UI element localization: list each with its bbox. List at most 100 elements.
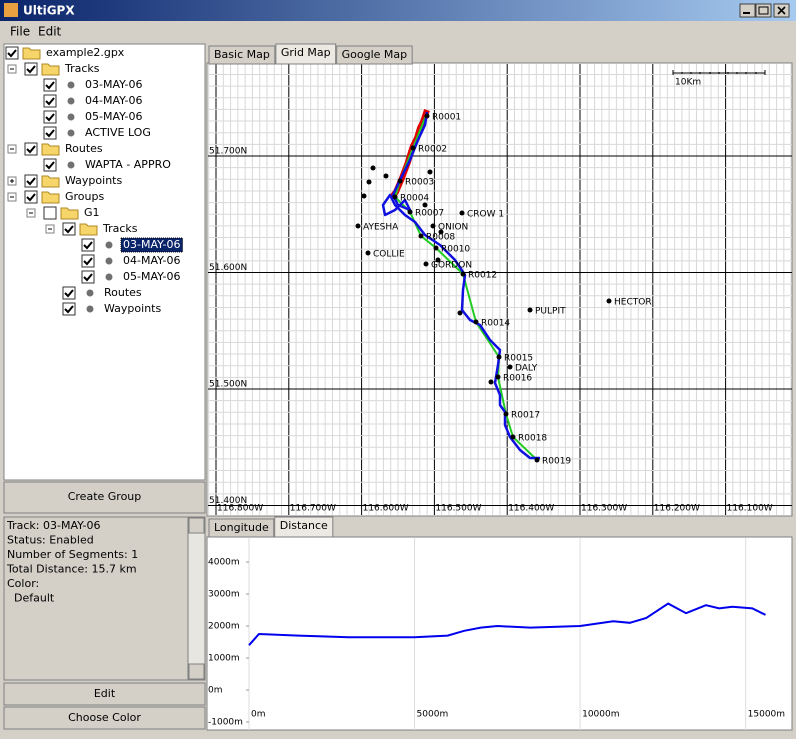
checkbox[interactable] xyxy=(62,222,76,236)
waypoint-dot[interactable] xyxy=(397,178,403,184)
checkmark[interactable] xyxy=(45,81,55,90)
chart-tab-label[interactable]: Longitude xyxy=(214,521,269,534)
tree-label[interactable]: Routes xyxy=(65,142,103,155)
chart-tab[interactable]: Distance xyxy=(274,516,334,538)
waypoint-label[interactable]: COLLIE xyxy=(373,250,405,260)
tree-label[interactable]: WAPTA - APPRO xyxy=(85,158,171,171)
waypoint-dot[interactable] xyxy=(507,364,513,370)
tree-label[interactable]: 04-MAY-06 xyxy=(85,94,143,107)
map-tab-label[interactable]: Google Map xyxy=(342,48,408,61)
tree-label[interactable]: 05-MAY-06 xyxy=(85,110,143,123)
tree-label[interactable]: Waypoints xyxy=(65,174,122,187)
waypoint-dot[interactable] xyxy=(496,354,502,360)
waypoint-label[interactable]: CROW 1 xyxy=(467,210,504,220)
tree-label[interactable]: Tracks xyxy=(64,62,100,75)
waypoint-dot[interactable] xyxy=(460,271,466,277)
maximize[interactable] xyxy=(755,3,772,18)
waypoint-label[interactable]: R0012 xyxy=(468,271,497,281)
checkmark[interactable] xyxy=(45,129,55,138)
waypoint-label[interactable]: ONION xyxy=(438,223,468,233)
waypoint-label[interactable]: R0008 xyxy=(426,233,455,243)
create-group-button[interactable] xyxy=(3,481,206,514)
checkmark[interactable] xyxy=(83,241,93,250)
waypoint-dot[interactable] xyxy=(433,245,439,251)
waypoint-label[interactable]: HECTOR xyxy=(614,298,652,308)
button-label[interactable]: Edit xyxy=(94,687,116,700)
map-tab-box[interactable] xyxy=(208,45,276,65)
tree-label[interactable]: G1 xyxy=(84,206,100,219)
chart-tab-box[interactable] xyxy=(274,516,334,538)
checkbox[interactable] xyxy=(43,78,57,92)
checkmark[interactable] xyxy=(26,193,36,202)
checkbox[interactable] xyxy=(43,126,57,140)
chart-tab[interactable]: Longitude xyxy=(208,518,275,538)
checkmark[interactable] xyxy=(26,65,36,74)
waypoint-label[interactable]: R0007 xyxy=(415,209,444,219)
menu-item[interactable]: Edit xyxy=(38,25,62,39)
tree-label[interactable]: Routes xyxy=(104,286,142,299)
checkbox[interactable] xyxy=(43,158,57,172)
waypoint-dot[interactable] xyxy=(459,210,465,216)
minimize[interactable] xyxy=(739,3,756,18)
waypoint-label[interactable]: R0018 xyxy=(518,434,547,444)
waypoint-dot[interactable] xyxy=(503,411,509,417)
waypoint-dot[interactable] xyxy=(527,307,533,313)
waypoint-label[interactable]: R0002 xyxy=(418,145,447,155)
checkmark[interactable] xyxy=(45,97,55,106)
waypoint-label[interactable]: R0004 xyxy=(400,194,429,204)
checkbox[interactable] xyxy=(62,286,76,300)
waypoint-dot[interactable] xyxy=(495,374,501,380)
waypoint-label[interactable]: AYESHA xyxy=(363,223,399,233)
waypoint-dot[interactable] xyxy=(606,298,612,304)
waypoint-dot[interactable] xyxy=(423,261,429,267)
waypoint-dot[interactable] xyxy=(392,194,398,200)
tree-label[interactable]: 04-MAY-06 xyxy=(123,254,181,267)
checkbox[interactable] xyxy=(81,254,95,268)
window-controls[interactable] xyxy=(739,3,790,18)
waypoint-label[interactable]: R0010 xyxy=(441,245,470,255)
checkmark[interactable] xyxy=(83,257,93,266)
button-label[interactable]: Create Group xyxy=(68,490,142,503)
scroll-down[interactable] xyxy=(188,663,205,680)
choose-color-button[interactable] xyxy=(3,706,206,730)
checkbox[interactable] xyxy=(62,302,76,316)
waypoint-dot[interactable] xyxy=(424,113,430,119)
waypoint-label[interactable]: R0015 xyxy=(504,354,533,364)
waypoint-dot[interactable] xyxy=(418,233,424,239)
checkbox[interactable] xyxy=(24,62,38,76)
selection[interactable] xyxy=(120,237,184,253)
waypoint-dot[interactable] xyxy=(410,145,416,151)
checkbox[interactable] xyxy=(43,94,57,108)
chart-tab-box[interactable] xyxy=(208,518,275,538)
tree-label[interactable]: 03-MAY-06 xyxy=(85,78,143,91)
tree-label[interactable]: 03-MAY-06 xyxy=(123,238,181,251)
waypoint-label[interactable]: R0003 xyxy=(405,178,434,188)
checkmark[interactable] xyxy=(64,225,74,234)
waypoint-dot[interactable] xyxy=(407,209,413,215)
chart-tab-label[interactable]: Distance xyxy=(280,519,328,532)
scrollbar[interactable] xyxy=(187,516,206,681)
waypoint-dot[interactable] xyxy=(355,223,361,229)
checkbox[interactable] xyxy=(24,142,38,156)
checkmark[interactable] xyxy=(26,145,36,154)
map-tab-label[interactable]: Grid Map xyxy=(281,46,331,59)
waypoint-label[interactable]: R0019 xyxy=(542,457,571,467)
edit-button[interactable] xyxy=(3,682,206,706)
checkmark[interactable] xyxy=(83,273,93,282)
tree-label[interactable]: example2.gpx xyxy=(46,46,125,59)
tree-label[interactable]: 05-MAY-06 xyxy=(123,270,181,283)
checkbox[interactable] xyxy=(5,46,19,60)
map-tab-label[interactable]: Basic Map xyxy=(214,48,270,61)
waypoint-dot[interactable] xyxy=(473,319,479,325)
checkmark[interactable] xyxy=(26,177,36,186)
map-tab[interactable]: Basic Map xyxy=(208,45,276,65)
waypoint-label[interactable]: R0014 xyxy=(481,319,510,329)
checkmark[interactable] xyxy=(64,305,74,314)
waypoint-label[interactable]: GORDON xyxy=(431,261,472,271)
tree-label[interactable]: Tracks xyxy=(102,222,138,235)
checkbox[interactable] xyxy=(43,110,57,124)
map-tab-box[interactable] xyxy=(275,43,337,65)
waypoint-label[interactable]: R0001 xyxy=(432,113,461,123)
button-label[interactable]: Choose Color xyxy=(68,711,141,724)
checkbox[interactable] xyxy=(24,174,38,188)
